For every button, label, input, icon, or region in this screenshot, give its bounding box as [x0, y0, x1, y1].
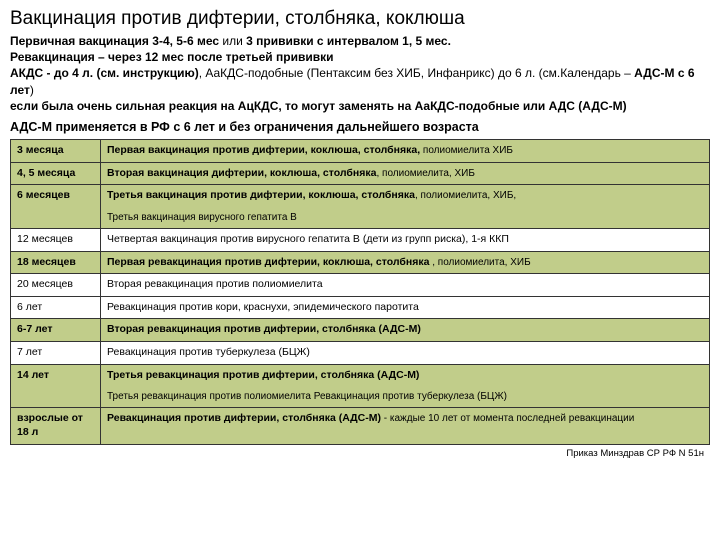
description-cell: Вторая ревакцинация против полиомиелита	[101, 274, 710, 297]
description-cell: Первая ревакцинация против дифтерии, кок…	[101, 251, 710, 274]
intro-text: Первичная вакцинация 3-4, 5-6 мес или 3 …	[10, 33, 710, 114]
vaccination-schedule-table: 3 месяцаПервая вакцинация против дифтери…	[10, 139, 710, 445]
description-cell: Первая вакцинация против дифтерии, коклю…	[101, 139, 710, 162]
age-cell: 14 лет	[11, 364, 101, 408]
table-row: 12 месяцевЧетвертая вакцинация против ви…	[11, 228, 710, 251]
description-cell: Третья ревакцинация против дифтерии, сто…	[101, 364, 710, 386]
description-cell: Третья вакцинация против дифтерии, коклю…	[101, 185, 710, 207]
description-cell: Вторая ревакцинация против дифтерии, сто…	[101, 319, 710, 342]
subheading: АДС-М применяется в РФ с 6 лет и без огр…	[10, 120, 710, 134]
age-cell: 6-7 лет	[11, 319, 101, 342]
age-cell: 7 лет	[11, 342, 101, 365]
page-title: Вакцинация против дифтерии, столбняка, к…	[10, 8, 710, 30]
table-row: 4, 5 месяцаВторая вакцинация дифтерии, к…	[11, 162, 710, 185]
table-row: 7 летРевакцинация против туберкулеза (БЦ…	[11, 342, 710, 365]
description-cell: Ревакцинация против туберкулеза (БЦЖ)	[101, 342, 710, 365]
table-row: взрослые от 18 лРевакцинация против дифт…	[11, 408, 710, 444]
description-cell: Ревакцинация против кори, краснухи, эпид…	[101, 296, 710, 319]
footer-citation: Приказ Минздрав СР РФ N 51н	[10, 448, 710, 459]
table-row: 18 месяцевПервая ревакцинация против диф…	[11, 251, 710, 274]
age-cell: 6 лет	[11, 296, 101, 319]
age-cell: 6 месяцев	[11, 185, 101, 229]
table-row: 6 летРевакцинация против кори, краснухи,…	[11, 296, 710, 319]
description-cell: Вторая вакцинация дифтерии, коклюша, сто…	[101, 162, 710, 185]
age-cell: 20 месяцев	[11, 274, 101, 297]
table-row: 3 месяцаПервая вакцинация против дифтери…	[11, 139, 710, 162]
table-row: 14 летТретья ревакцинация против дифтери…	[11, 364, 710, 386]
description-cell: Ревакцинация против дифтерии, столбняка …	[101, 408, 710, 444]
age-cell: 12 месяцев	[11, 228, 101, 251]
table-subrow: Третья ревакцинация против полиомиелита …	[11, 386, 710, 408]
table-row: 20 месяцевВторая ревакцинация против пол…	[11, 274, 710, 297]
table-subrow: Третья вакцинация вирусного гепатита В	[11, 207, 710, 229]
age-cell: 3 месяца	[11, 139, 101, 162]
description-subcell: Третья ревакцинация против полиомиелита …	[101, 386, 710, 408]
description-cell: Четвертая вакцинация против вирусного ге…	[101, 228, 710, 251]
table-row: 6 месяцевТретья вакцинация против дифтер…	[11, 185, 710, 207]
table-row: 6-7 летВторая ревакцинация против дифтер…	[11, 319, 710, 342]
age-cell: 18 месяцев	[11, 251, 101, 274]
description-subcell: Третья вакцинация вирусного гепатита В	[101, 207, 710, 229]
age-cell: взрослые от 18 л	[11, 408, 101, 444]
age-cell: 4, 5 месяца	[11, 162, 101, 185]
